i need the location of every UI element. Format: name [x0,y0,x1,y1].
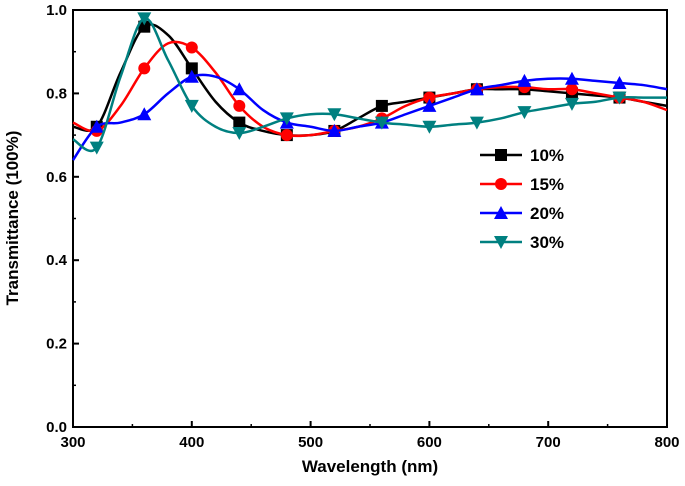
legend-marker [495,149,507,161]
data-point [612,91,627,105]
y-axis-label: Transmittance (100%) [3,131,22,306]
data-point [89,141,104,155]
data-point [184,69,199,83]
series-20% [71,69,668,161]
data-point [612,75,627,89]
data-point [517,73,532,87]
data-point [469,82,484,96]
y-tick-label: 0.0 [46,419,67,436]
data-point [185,41,198,54]
data-point [233,99,246,112]
data-point [374,116,389,130]
x-axis-label: Wavelength (nm) [302,457,438,476]
data-point [185,62,198,75]
x-tick-label: 700 [536,434,561,451]
x-tick-label: 600 [417,434,442,451]
data-point [138,62,151,75]
legend-label: 30% [530,233,564,252]
y-tick-label: 0.2 [46,336,67,353]
legend-label: 20% [530,204,564,223]
data-point [232,127,247,141]
x-tick-label: 400 [179,434,204,451]
data-point [233,116,246,129]
data-point [422,98,437,112]
series-30% [72,12,667,155]
data-point [137,107,152,121]
legend-label: 10% [530,146,564,165]
data-point [375,99,388,112]
x-tick-label: 500 [298,434,323,451]
data-point [138,20,151,33]
plot-frame [72,9,668,428]
y-tick-label: 1.0 [46,2,67,19]
data-point [469,116,484,130]
legend-item: 15% [480,175,564,194]
data-point [422,120,437,134]
data-point [280,129,293,142]
data-point [423,91,436,104]
data-point [564,97,579,111]
data-point [327,123,342,137]
legend-marker [495,178,507,190]
x-tick-label: 800 [654,434,679,451]
y-tick-label: 0.8 [46,85,67,102]
x-tick-label: 300 [60,434,85,451]
legend-item: 30% [480,233,564,252]
legend-marker [494,236,508,249]
data-point [184,99,199,113]
legend-label: 15% [530,175,564,194]
data-point [137,12,152,26]
data-point [517,106,532,120]
legend-item: 20% [480,204,564,223]
data-point [89,119,104,133]
data-point [232,82,247,96]
y-tick-label: 0.6 [46,169,67,186]
legend-marker [494,206,508,219]
data-point [565,83,578,96]
data-point [564,71,579,85]
data-point [279,112,294,126]
legend-item: 10% [480,146,564,165]
y-tick-label: 0.4 [46,252,68,269]
data-point [327,108,342,122]
